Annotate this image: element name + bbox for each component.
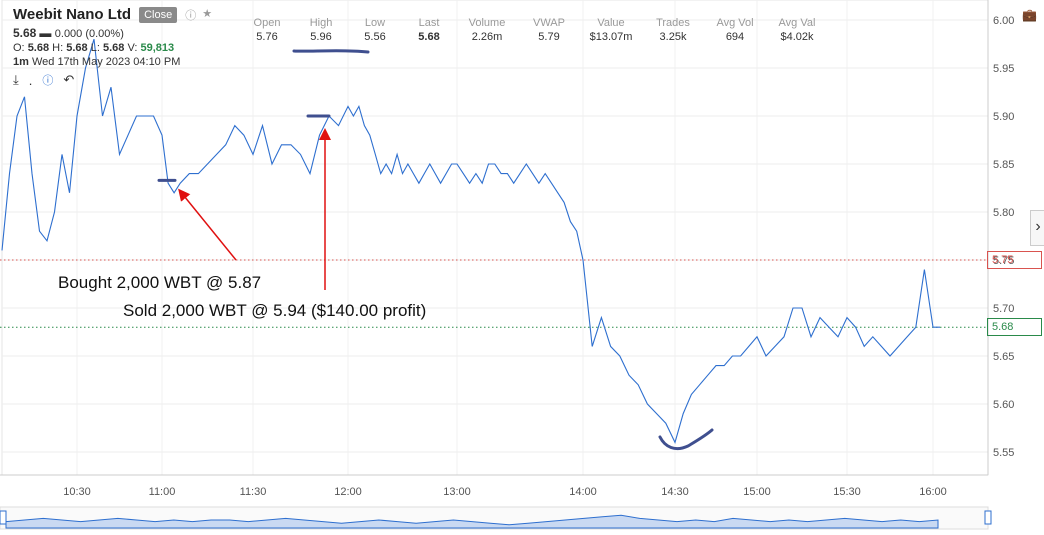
stat-avg-vol: Avg Vol 694 (704, 17, 766, 43)
high-low-underline (292, 49, 370, 54)
x-tick-label: 15:30 (833, 486, 861, 498)
low-circle-mark (658, 428, 714, 451)
stat-label: Last (418, 17, 440, 29)
x-tick-label: 13:00 (443, 486, 471, 498)
volume-handle (0, 510, 7, 525)
y-tick-label: 5.75 (993, 255, 1014, 267)
session-status-button[interactable]: Close (139, 6, 178, 23)
bought-annotation: Bought 2,000 WBT @ 5.87 (58, 273, 262, 292)
stat-value: $4.02k (780, 31, 814, 43)
stat-value: 5.76 (256, 31, 278, 43)
open-value: 5.68 (27, 42, 50, 54)
y-tick-label: 5.70 (993, 303, 1014, 315)
stats-bar: Open 5.76 High 5.96 Low 5.56 Last 5.68 Volume 2.2… (240, 17, 828, 43)
x-tick-label: 11:30 (240, 486, 267, 498)
stat-label: Open (253, 17, 281, 29)
x-tick-label: 16:00 (919, 486, 947, 498)
stat-vwap: VWAP 5.79 (518, 17, 580, 43)
stat-low: Low 5.56 (348, 17, 402, 43)
ohlc-readout: O: 5.68 H: 5.68 L: 5.68 V: 59,813 (13, 42, 212, 54)
download-icon[interactable]: ⤓ (13, 72, 19, 87)
high-value: 5.68 (66, 42, 88, 54)
stat-value: 3.25k (659, 31, 687, 43)
stat-label: High (309, 17, 333, 29)
volume-handle (984, 510, 992, 525)
last-price: 5.68 (13, 26, 37, 40)
last-price-label: 5.68 (987, 318, 1042, 337)
x-tick-label: 12:00 (334, 486, 362, 498)
stat-label: Value (597, 17, 625, 29)
open-price-label: 5.75 (987, 251, 1042, 269)
stat-label: VWAP (533, 17, 565, 29)
stat-avg-val: Avg Val $4.02k (766, 17, 828, 43)
x-tick-label: 14:00 (569, 486, 597, 498)
volume-area (5, 514, 939, 529)
undo-icon[interactable]: ↶ (63, 72, 75, 87)
stat-open: Open 5.76 (240, 17, 294, 43)
y-tick-label: 5.65 (993, 351, 1014, 363)
stat-label: Avg Val (778, 17, 816, 29)
instrument-title: Weebit Nano Ltd (13, 6, 132, 23)
stat-label: Avg Vol (716, 17, 754, 29)
instrument-header: Weebit Nano Ltd Close ⓘ ★ 5.68 ▬ 0.000 (… (13, 6, 212, 88)
x-tick-label: 14:30 (661, 486, 689, 498)
y-tick-label: 5.95 (993, 63, 1014, 75)
y-tick-label: 5.60 (993, 399, 1014, 411)
sold-annotation: Sold 2,000 WBT @ 5.94 ($140.00 profit) (123, 301, 427, 320)
briefcase-icon[interactable]: 💼 (1022, 8, 1037, 22)
stat-last: Last 5.68 (402, 17, 456, 43)
x-tick-label: 11:00 (149, 486, 176, 498)
stat-value: 5.68 (418, 31, 440, 43)
timestamp: Wed 17th May 2023 04:10 PM (31, 56, 181, 68)
y-tick-label: 6.00 (993, 15, 1014, 27)
stat-high: High 5.96 (294, 17, 348, 43)
high-label: H: (52, 42, 64, 54)
y-tick-label: 5.80 (993, 207, 1014, 219)
stat-volume: Volume 2.26m (456, 17, 518, 43)
stat-value: 5.79 (538, 31, 560, 43)
stat-label: Trades (656, 17, 690, 29)
volume-label: V: (127, 42, 138, 54)
low-label: L: (90, 42, 100, 54)
chevron-right-icon[interactable]: › (1030, 210, 1044, 246)
separator-dot: . (28, 72, 33, 88)
bought-arrow (178, 188, 237, 261)
price-series-line (1, 39, 940, 444)
x-tick-label: 10:30 (63, 486, 91, 498)
flat-indicator-icon: ▬ (39, 26, 55, 40)
stat-value: 694 (725, 31, 745, 43)
stat-trades: Trades 3.25k (642, 17, 704, 43)
stat-value: 5.96 (310, 31, 332, 43)
y-tick-label: 5.85 (993, 159, 1014, 171)
stat-value: 2.26m (471, 31, 503, 43)
star-icon[interactable]: ★ (202, 7, 213, 20)
volume-value: 59,813 (140, 42, 175, 54)
stat-value: Value $13.07m (580, 17, 642, 43)
info-icon[interactable]: ⓘ (185, 9, 197, 22)
interval-selector[interactable]: 1m (13, 56, 29, 68)
stat-label: Low (364, 17, 386, 29)
stat-label: Volume (468, 17, 506, 29)
y-tick-label: 5.55 (993, 447, 1014, 459)
open-label: O: (13, 42, 25, 54)
stat-value: 5.56 (364, 31, 386, 43)
low-value: 5.68 (102, 42, 125, 54)
stat-value: $13.07m (589, 31, 633, 43)
y-tick-label: 5.90 (993, 111, 1014, 123)
info-circle-icon[interactable]: ⓘ (42, 75, 54, 87)
price-change: 0.000 (0.00%) (54, 28, 124, 40)
x-tick-label: 15:00 (743, 486, 771, 498)
